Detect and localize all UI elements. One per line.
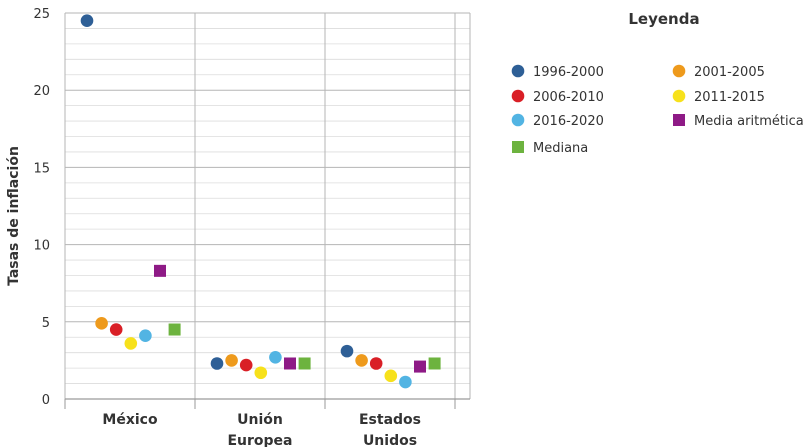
legend-label: Mediana [533, 141, 588, 156]
y-tick-label: 15 [33, 161, 50, 176]
legend-marker-circle [511, 64, 525, 78]
data-marker-circle [225, 354, 238, 367]
legend: Leyenda 1996-2000 2001-2005 2006-2010 2011-2… [511, 10, 804, 156]
y-tick-label: 25 [33, 7, 50, 22]
data-marker-circle [139, 329, 152, 342]
data-marker-square [298, 357, 311, 370]
data-points [80, 14, 441, 389]
category-label-line: Estados [359, 412, 421, 428]
y-axis-label: Tasas de inflación [6, 146, 22, 286]
data-marker-square [154, 264, 166, 277]
data-marker-circle [95, 317, 108, 330]
y-tick-label: 0 [42, 393, 50, 408]
data-marker-square [428, 357, 441, 370]
legend-marker-square [512, 141, 524, 153]
data-marker-circle [369, 357, 383, 370]
data-marker-circle [109, 323, 123, 336]
y-tick-label: 5 [42, 316, 50, 331]
category-label-line: Europea [227, 433, 292, 447]
grid-lines [64, 12, 471, 400]
data-marker-circle [269, 351, 282, 364]
axes: 0 5 10 15 20 25 Tasas de inflación México Unión E… [6, 7, 470, 447]
data-marker-circle [80, 14, 94, 28]
category-label-line: Unión [237, 412, 283, 428]
data-marker-circle [340, 344, 354, 358]
category-label: Unión Europea [227, 412, 292, 447]
legend-marker-circle [511, 113, 525, 127]
legend-title: Leyenda [628, 10, 699, 28]
legend-label: 2006-2010 [533, 90, 604, 105]
legend-label: Media aritmética [694, 114, 804, 129]
legend-marker-circle [511, 89, 525, 103]
data-marker-square [414, 360, 426, 373]
data-marker-circle [355, 354, 368, 367]
legend-marker-circle [672, 89, 686, 103]
legend-marker-circle [672, 64, 686, 78]
category-label-line: Unidos [363, 433, 417, 447]
data-marker-circle [239, 358, 253, 372]
data-marker-square [284, 357, 296, 370]
data-marker-circle [384, 369, 398, 383]
legend-label: 2001-2005 [694, 65, 765, 80]
y-tick-label: 10 [33, 239, 50, 254]
legend-label: 1996-2000 [533, 65, 604, 80]
data-marker-circle [399, 375, 412, 389]
legend-label: 2016-2020 [533, 114, 604, 129]
data-marker-circle [124, 337, 138, 350]
legend-marker-square [673, 114, 685, 126]
data-marker-circle [210, 357, 224, 370]
category-label: México [102, 412, 158, 428]
data-marker-square [168, 323, 181, 336]
y-tick-label: 20 [33, 84, 50, 99]
category-label: Estados Unidos [359, 412, 421, 447]
data-marker-circle [254, 366, 268, 380]
category-label-line: México [102, 412, 158, 428]
legend-label: 2011-2015 [694, 90, 765, 105]
